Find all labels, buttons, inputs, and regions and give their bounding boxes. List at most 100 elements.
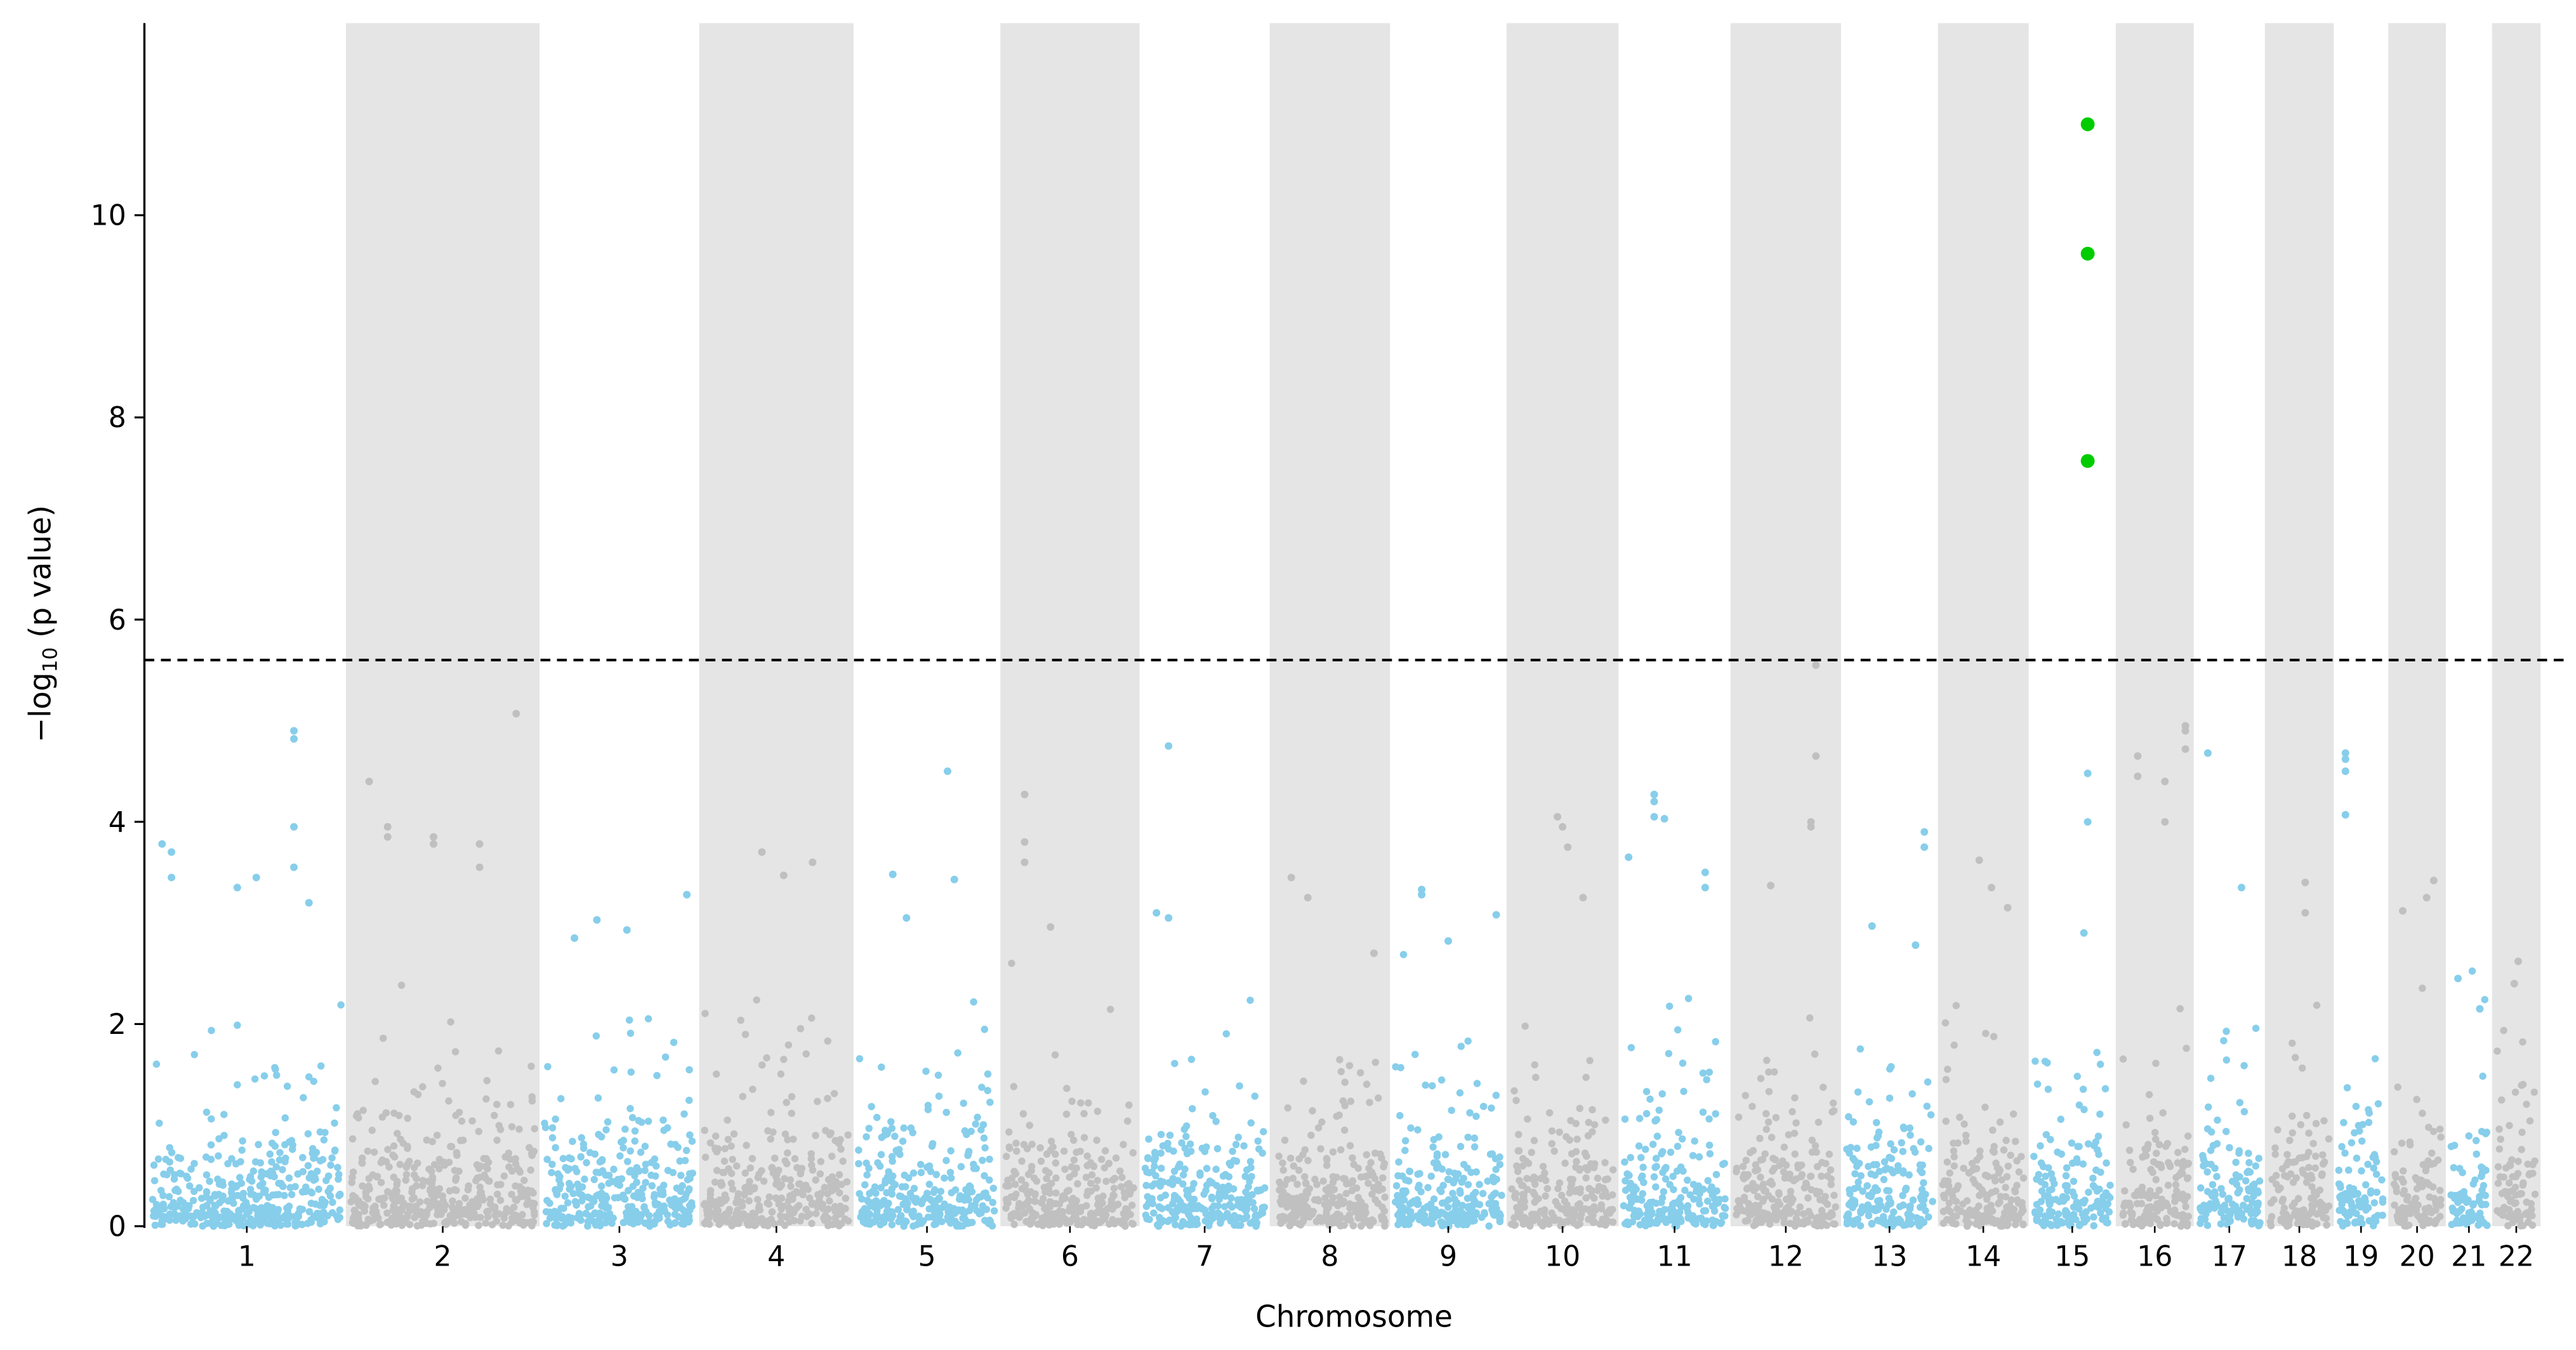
- data-point: [1699, 1108, 1707, 1116]
- data-point: [743, 1219, 751, 1227]
- peak-point: [1807, 817, 1815, 826]
- data-point: [1678, 1135, 1686, 1143]
- data-point: [1675, 1212, 1682, 1219]
- data-point: [2447, 1142, 2455, 1151]
- data-point: [1771, 1068, 1778, 1076]
- data-point: [2512, 1191, 2520, 1199]
- data-point: [788, 1093, 796, 1101]
- data-point: [862, 1133, 870, 1141]
- data-point: [1793, 1209, 1801, 1217]
- data-point: [180, 1199, 187, 1207]
- data-point: [473, 1174, 481, 1182]
- data-point: [1468, 1216, 1476, 1224]
- data-point: [577, 1153, 585, 1161]
- data-point: [1596, 1220, 1604, 1228]
- data-point: [796, 1217, 804, 1225]
- data-point: [925, 1162, 934, 1170]
- data-point: [2316, 1186, 2324, 1194]
- data-point: [2279, 1208, 2287, 1217]
- data-point: [1208, 1205, 1216, 1212]
- data-point: [2289, 1129, 2296, 1137]
- data-point: [1939, 1191, 1948, 1200]
- data-point: [2465, 1209, 2473, 1217]
- data-point: [1472, 1168, 1480, 1176]
- data-point: [1295, 1167, 1303, 1174]
- data-point: [161, 1205, 168, 1213]
- data-point: [1542, 1177, 1550, 1184]
- data-point: [1227, 1161, 1234, 1169]
- data-point: [685, 1170, 694, 1178]
- data-point: [877, 1184, 885, 1192]
- data-point: [411, 1214, 418, 1221]
- data-point: [1519, 1155, 1527, 1163]
- data-point: [1950, 1139, 1957, 1147]
- y-tick-label: 0: [109, 1211, 126, 1243]
- data-point: [291, 1182, 299, 1191]
- data-point: [2207, 1146, 2215, 1155]
- data-point: [1917, 1138, 1925, 1146]
- data-point: [269, 1191, 277, 1199]
- data-point: [2057, 1115, 2064, 1123]
- data-point: [2070, 1177, 2078, 1185]
- data-point: [722, 1217, 730, 1224]
- data-point: [1635, 1142, 1643, 1150]
- data-point: [1435, 1211, 1443, 1219]
- data-point: [930, 1221, 938, 1229]
- data-point: [2505, 1212, 2513, 1220]
- data-point: [552, 1144, 559, 1151]
- data-point: [2180, 1192, 2188, 1200]
- data-point: [1689, 1151, 1697, 1160]
- data-point: [1214, 1209, 1222, 1217]
- data-point: [1771, 1156, 1780, 1163]
- data-point: [633, 1194, 641, 1201]
- data-point: [455, 1200, 463, 1208]
- data-point: [2424, 1157, 2432, 1165]
- data-point: [1590, 1203, 1598, 1211]
- data-point: [2181, 1146, 2189, 1153]
- data-point: [281, 1141, 289, 1149]
- data-point: [1090, 1222, 1099, 1229]
- data-point: [1323, 1155, 1331, 1163]
- data-point: [2514, 1158, 2522, 1165]
- data-point: [1158, 1164, 1165, 1172]
- data-point: [2437, 1133, 2445, 1141]
- data-point: [1920, 1196, 1928, 1203]
- data-point: [1415, 1216, 1423, 1224]
- data-point: [1601, 1159, 1609, 1167]
- data-point: [1300, 1077, 1307, 1085]
- data-point: [626, 1207, 634, 1215]
- data-point: [1433, 1153, 1441, 1160]
- data-point: [1236, 1082, 1243, 1090]
- data-point: [682, 1191, 690, 1198]
- data-point: [812, 1176, 820, 1184]
- data-point: [316, 1220, 324, 1228]
- data-point: [923, 1189, 931, 1197]
- peak-point: [2341, 811, 2349, 819]
- data-point: [2063, 1182, 2071, 1189]
- data-point: [920, 1217, 927, 1225]
- data-point: [2079, 1085, 2087, 1093]
- x-tick-label-chr6: 6: [1061, 1240, 1079, 1273]
- data-point: [2087, 1204, 2095, 1212]
- data-point: [826, 1197, 833, 1205]
- data-point: [480, 1171, 488, 1179]
- data-point: [1031, 1212, 1039, 1221]
- data-point: [2073, 1073, 2081, 1080]
- data-point: [1101, 1147, 1109, 1155]
- data-point: [739, 1210, 748, 1218]
- data-point: [1701, 1221, 1709, 1229]
- peak-point: [168, 848, 176, 856]
- data-point: [772, 1194, 780, 1202]
- data-point: [275, 1156, 284, 1164]
- data-point: [786, 1176, 794, 1184]
- data-point: [1448, 1106, 1455, 1115]
- data-point: [1427, 1172, 1435, 1180]
- data-point: [1281, 1136, 1289, 1144]
- data-point: [1169, 1175, 1177, 1182]
- data-point: [2177, 1168, 2185, 1176]
- data-point: [748, 1155, 756, 1163]
- data-point: [1203, 1143, 1210, 1151]
- data-point: [2013, 1182, 2021, 1189]
- data-point: [304, 1130, 312, 1138]
- data-point: [1102, 1177, 1110, 1185]
